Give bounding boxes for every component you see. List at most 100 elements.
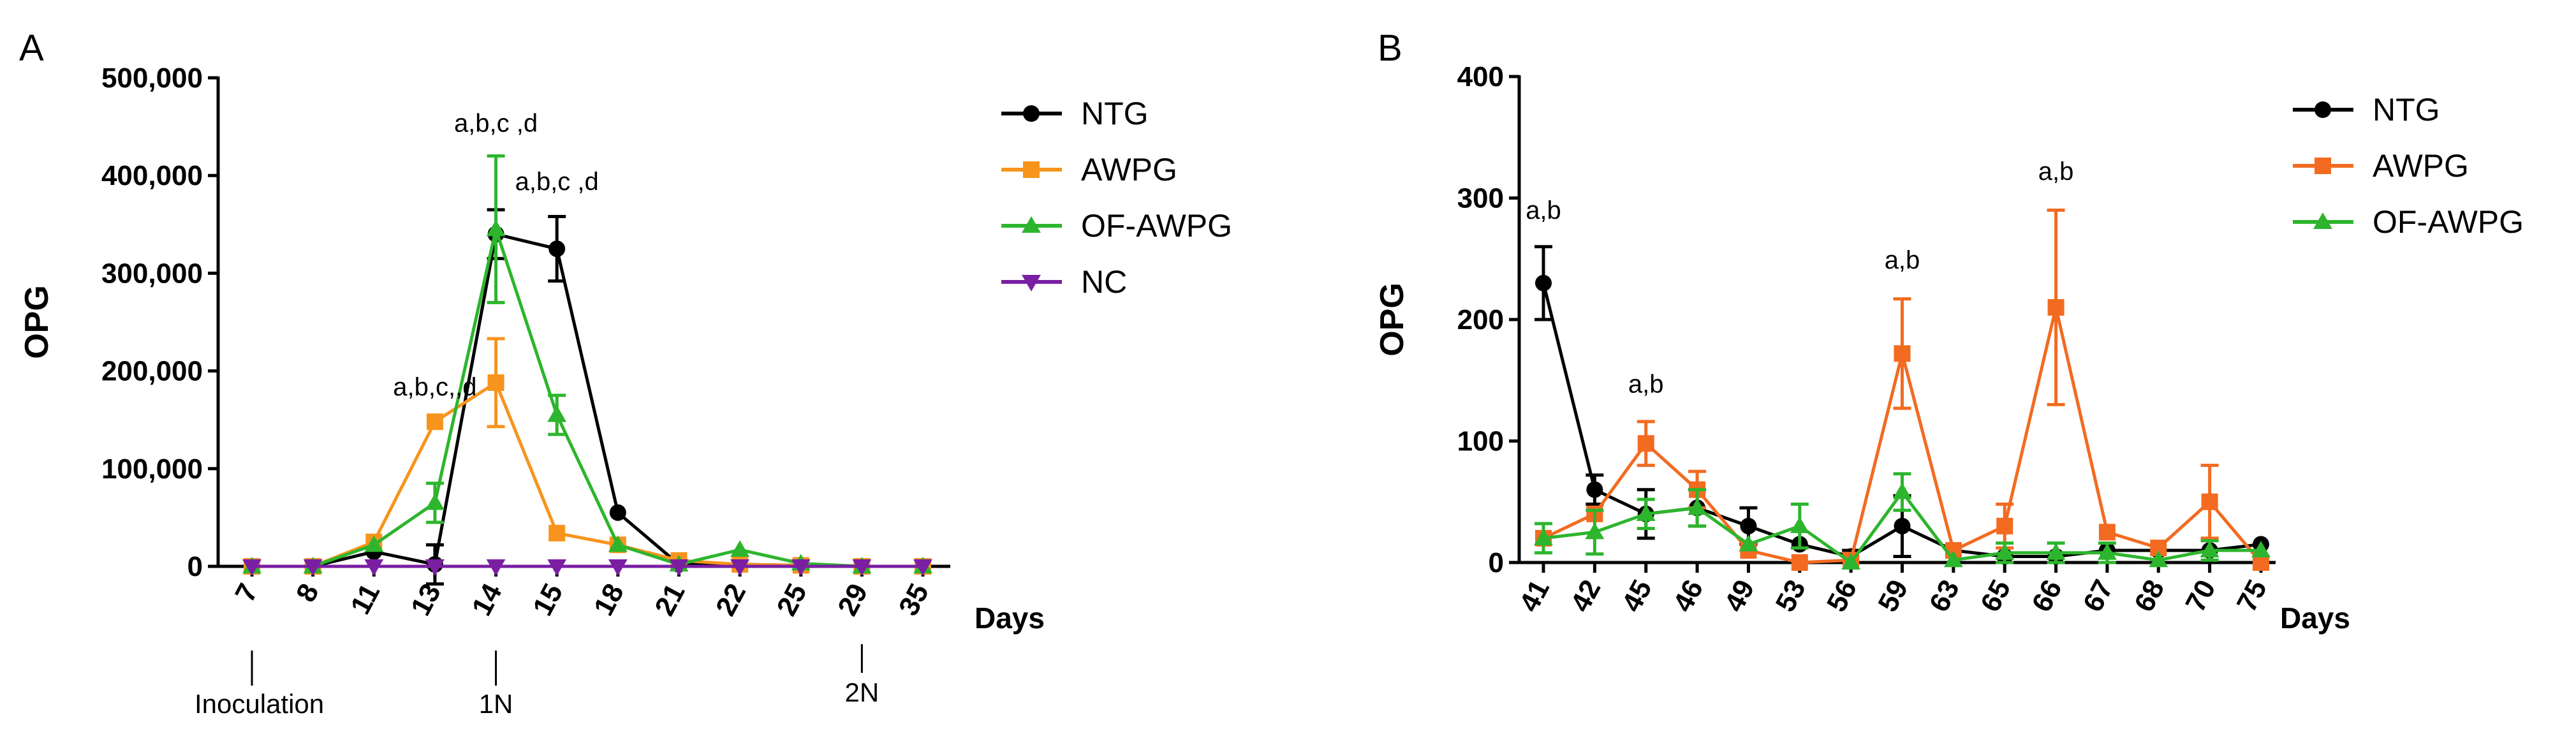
data-point-of-awpg [1739, 534, 1758, 552]
y-tick-label: 100 [1457, 426, 1504, 457]
data-point-awpg [2201, 493, 2218, 510]
data-point-of-awpg [1534, 528, 1553, 545]
data-point-ntg [548, 240, 566, 258]
legend-marker-ntg [2315, 101, 2331, 118]
x-tick-label: 15 [527, 578, 569, 621]
x-tick-label: 46 [1667, 575, 1709, 617]
data-point-nc [242, 559, 261, 576]
x-tick-label: 68 [2128, 575, 2170, 617]
legend-label-of-awpg: OF-AWPG [1081, 208, 1232, 244]
x-tick-label: 14 [466, 578, 508, 621]
y-tick-label: 300 [1457, 183, 1504, 214]
x-tick-label: 45 [1616, 575, 1658, 617]
data-point-of-awpg [1636, 504, 1656, 521]
data-point-nc [364, 559, 384, 576]
data-point-of-awpg [486, 219, 506, 237]
x-tick-label: 7 [229, 578, 264, 607]
significance-annotation: a,b [1628, 370, 1664, 398]
data-point-ntg [1535, 274, 1552, 291]
data-point-of-awpg [1892, 482, 1912, 499]
data-point-nc [425, 559, 445, 576]
data-point-awpg [1996, 517, 2013, 534]
series-of-awpg [1534, 472, 2271, 570]
legend-item-ntg: NTG [1001, 96, 1149, 131]
data-point-of-awpg [2097, 543, 2117, 560]
data-point-awpg [1791, 554, 1808, 571]
x-axis-title: Days [2280, 601, 2350, 635]
data-point-awpg [487, 374, 504, 391]
y-tick-label: 0 [1489, 547, 1504, 578]
data-point-awpg [426, 413, 443, 431]
event-label-inoculation: Inoculation [195, 689, 324, 719]
data-point-awpg [2098, 524, 2116, 541]
data-point-ntg [1586, 481, 1603, 498]
data-point-of-awpg [2149, 550, 2168, 568]
chart-panel-b: 0 100 200 300 400 OPG 41 42 45 46 49 53 56 59 63 65 66 67… [1374, 61, 2524, 635]
data-point-of-awpg [1943, 550, 1963, 568]
data-point-of-awpg [730, 540, 750, 557]
data-point-awpg [1894, 345, 1911, 362]
significance-annotation: a,b [2038, 158, 2074, 186]
data-point-of-awpg [547, 405, 567, 422]
x-tick-label: 66 [2026, 575, 2068, 617]
panel-a-letter: A [19, 27, 44, 69]
panel-b-letter: B [1378, 27, 1402, 69]
legend-marker-awpg [1023, 161, 1040, 178]
data-point-nc [791, 559, 811, 576]
legend-label-of-awpg: OF-AWPG [2373, 204, 2524, 240]
data-point-nc [669, 559, 689, 576]
legend-item-awpg: AWPG [2293, 148, 2469, 184]
x-tick-label: 56 [1821, 575, 1863, 617]
y-axis-title: OPG [18, 285, 55, 359]
y-tick-label: 0 [188, 551, 203, 582]
legend-marker-of-awpg [2313, 212, 2332, 230]
data-point-of-awpg [1841, 553, 1861, 570]
y-tick-label: 100,000 [101, 453, 203, 485]
series-nc [242, 559, 932, 576]
data-point-nc [730, 559, 750, 576]
x-tick-label: 65 [1975, 575, 2017, 617]
data-point-of-awpg [1995, 543, 2015, 560]
legend-label-ntg: NTG [2373, 92, 2440, 128]
x-tick-label: 70 [2179, 575, 2221, 617]
x-tick-label: 49 [1718, 575, 1760, 617]
x-tick-label: 35 [893, 578, 935, 621]
data-point-ntg [1894, 517, 1911, 534]
y-tick-label: 400 [1457, 61, 1504, 92]
data-point-nc [852, 559, 872, 576]
significance-annotation: a,b [1885, 246, 1920, 274]
significance-annotation: a,b,c ,d [454, 109, 538, 137]
series-line-ntg [252, 232, 923, 568]
data-point-of-awpg [1688, 498, 1707, 515]
legend-label-ntg: NTG [1081, 96, 1149, 131]
significance-annotation: a,b,c,,d [393, 373, 476, 401]
x-tick-label: 67 [2077, 575, 2119, 617]
significance-annotation: a,b,c ,d [515, 168, 599, 196]
y-tick-label: 200 [1457, 304, 1504, 335]
legend-item-of-awpg: OF-AWPG [2293, 204, 2524, 240]
data-point-nc [608, 559, 628, 576]
x-tick-label: 41 [1513, 575, 1556, 617]
data-point-of-awpg [425, 493, 445, 510]
x-tick-label: 8 [290, 578, 325, 607]
data-point-nc [486, 559, 506, 576]
data-point-ntg [1740, 517, 1757, 534]
y-tick-label: 200,000 [101, 356, 203, 387]
data-point-of-awpg [1585, 522, 1605, 540]
x-tick-label: 63 [1924, 575, 1966, 617]
data-point-nc [303, 559, 323, 576]
x-axis-title: Days [975, 601, 1045, 635]
x-tick-label: 42 [1564, 575, 1607, 617]
x-tick-label: 59 [1872, 575, 1914, 617]
legend-marker-of-awpg [1022, 216, 1041, 233]
legend-item-ntg: NTG [2293, 92, 2440, 128]
x-tick-label: 21 [649, 578, 691, 621]
legend-item-of-awpg: OF-AWPG [1001, 208, 1232, 244]
legend-item-nc: NC [1001, 264, 1127, 300]
data-point-of-awpg [1790, 516, 1809, 533]
data-point-nc [913, 559, 932, 576]
data-point-awpg [548, 524, 566, 541]
legend-marker-nc [1022, 274, 1041, 291]
data-point-awpg [2047, 298, 2064, 316]
